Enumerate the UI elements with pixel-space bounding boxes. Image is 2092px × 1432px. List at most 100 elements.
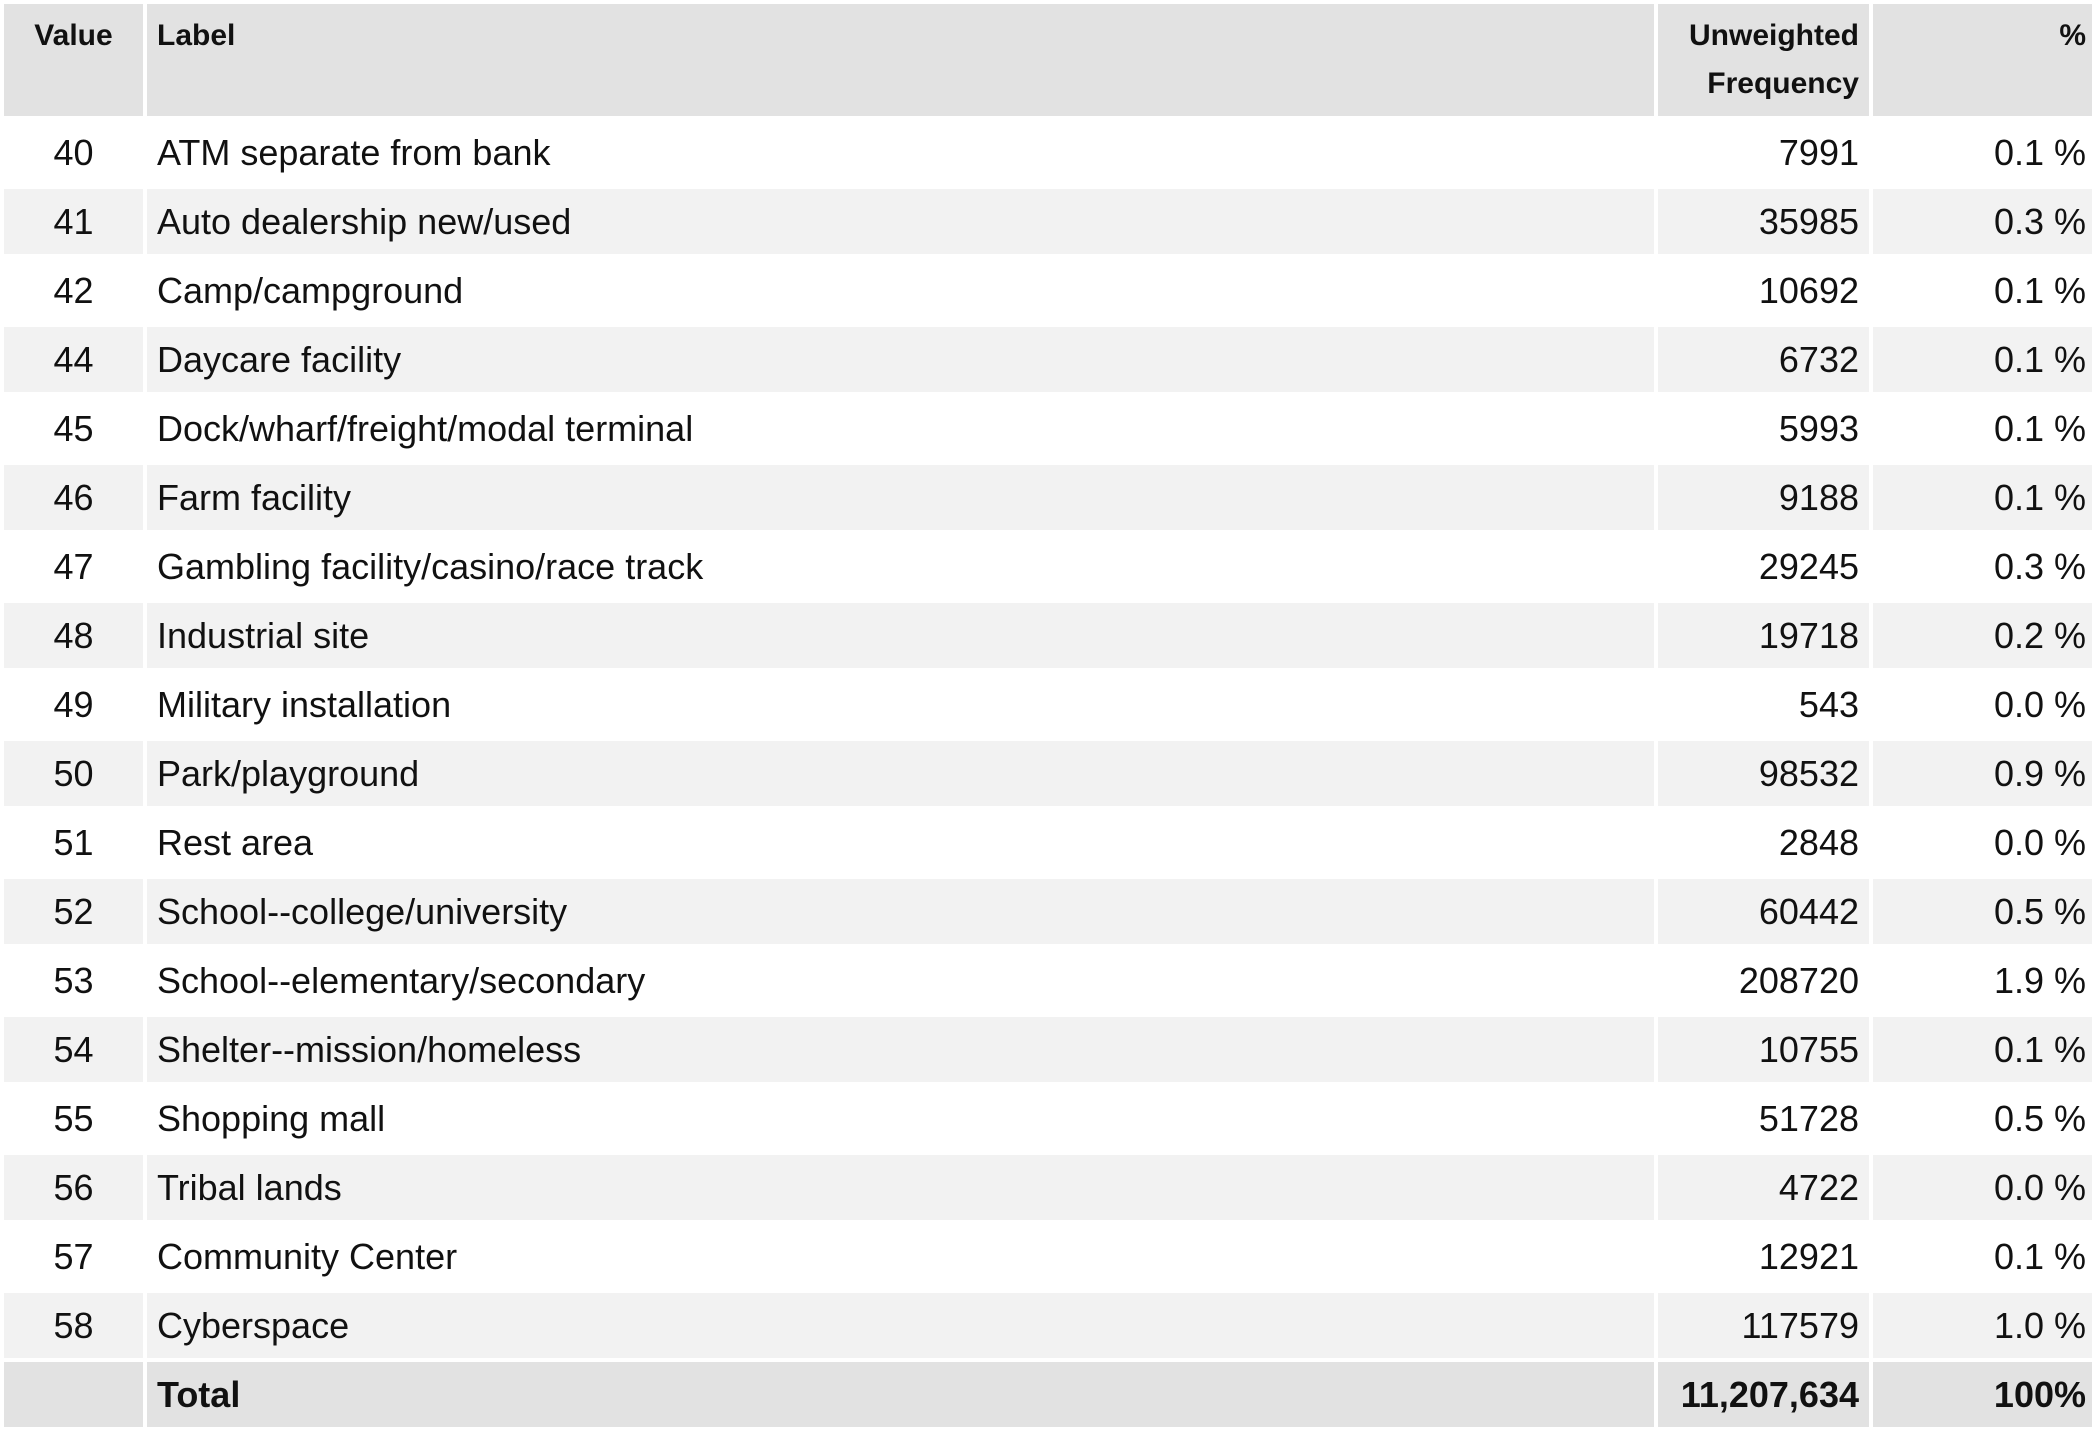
row-percent: 1.0 % <box>1873 1293 2092 1358</box>
row-percent: 0.0 % <box>1873 1155 2092 1220</box>
row-label: Camp/campground <box>147 258 1654 323</box>
row-label: Shelter--mission/homeless <box>147 1017 1654 1082</box>
row-percent: 0.9 % <box>1873 741 2092 806</box>
row-value: 40 <box>4 120 143 185</box>
row-percent: 0.1 % <box>1873 258 2092 323</box>
row-percent: 0.5 % <box>1873 1086 2092 1151</box>
row-frequency: 12921 <box>1658 1224 1869 1289</box>
table-row: 41 Auto dealership new/used 35985 0.3 % <box>4 189 2092 254</box>
header-percent: % <box>1873 4 2092 116</box>
table-row: 52 School--college/university 60442 0.5 % <box>4 879 2092 944</box>
table-footer: Total 11,207,634 100% <box>4 1362 2092 1427</box>
row-label: Tribal lands <box>147 1155 1654 1220</box>
row-value: 44 <box>4 327 143 392</box>
row-value: 56 <box>4 1155 143 1220</box>
table-row: 55 Shopping mall 51728 0.5 % <box>4 1086 2092 1151</box>
row-frequency: 60442 <box>1658 879 1869 944</box>
row-value: 47 <box>4 534 143 599</box>
table-row: 42 Camp/campground 10692 0.1 % <box>4 258 2092 323</box>
row-label: Dock/wharf/freight/modal terminal <box>147 396 1654 461</box>
table-row: 47 Gambling facility/casino/race track 292… <box>4 534 2092 599</box>
row-frequency: 4722 <box>1658 1155 1869 1220</box>
table-row: 40 ATM separate from bank 7991 0.1 % <box>4 120 2092 185</box>
row-value: 46 <box>4 465 143 530</box>
header-value: Value <box>4 4 143 116</box>
table-row: 51 Rest area 2848 0.0 % <box>4 810 2092 875</box>
row-label: Park/playground <box>147 741 1654 806</box>
row-value: 42 <box>4 258 143 323</box>
row-value: 45 <box>4 396 143 461</box>
row-value: 54 <box>4 1017 143 1082</box>
table-row: 50 Park/playground 98532 0.9 % <box>4 741 2092 806</box>
row-percent: 0.2 % <box>1873 603 2092 668</box>
table-row: 58 Cyberspace 117579 1.0 % <box>4 1293 2092 1358</box>
row-frequency: 19718 <box>1658 603 1869 668</box>
header-frequency-line1: Unweighted <box>1689 19 1859 52</box>
table-header: Value Label Unweighted Frequency % <box>4 4 2092 116</box>
table-row: 44 Daycare facility 6732 0.1 % <box>4 327 2092 392</box>
total-percent: 100% <box>1873 1362 2092 1427</box>
row-frequency: 35985 <box>1658 189 1869 254</box>
row-value: 57 <box>4 1224 143 1289</box>
row-label: Shopping mall <box>147 1086 1654 1151</box>
row-value: 55 <box>4 1086 143 1151</box>
row-value: 52 <box>4 879 143 944</box>
row-value: 53 <box>4 948 143 1013</box>
row-frequency: 2848 <box>1658 810 1869 875</box>
row-percent: 0.1 % <box>1873 1224 2092 1289</box>
header-frequency-line2: Frequency <box>1707 67 1859 100</box>
row-value: 41 <box>4 189 143 254</box>
table-row: 46 Farm facility 9188 0.1 % <box>4 465 2092 530</box>
header-label: Label <box>147 4 1654 116</box>
row-percent: 0.1 % <box>1873 327 2092 392</box>
row-frequency: 543 <box>1658 672 1869 737</box>
row-percent: 0.1 % <box>1873 120 2092 185</box>
row-frequency: 9188 <box>1658 465 1869 530</box>
row-frequency: 208720 <box>1658 948 1869 1013</box>
row-label: Daycare facility <box>147 327 1654 392</box>
table-row: 54 Shelter--mission/homeless 10755 0.1 % <box>4 1017 2092 1082</box>
row-frequency: 29245 <box>1658 534 1869 599</box>
row-percent: 0.1 % <box>1873 465 2092 530</box>
table-body: 40 ATM separate from bank 7991 0.1 % 41 Auto … <box>4 120 2092 1358</box>
table-row: 49 Military installation 543 0.0 % <box>4 672 2092 737</box>
row-frequency: 98532 <box>1658 741 1869 806</box>
row-label: ATM separate from bank <box>147 120 1654 185</box>
total-value <box>4 1362 143 1427</box>
row-label: School--elementary/secondary <box>147 948 1654 1013</box>
row-value: 50 <box>4 741 143 806</box>
row-value: 48 <box>4 603 143 668</box>
row-frequency: 10755 <box>1658 1017 1869 1082</box>
row-frequency: 10692 <box>1658 258 1869 323</box>
header-frequency: Unweighted Frequency <box>1658 4 1869 116</box>
row-percent: 0.0 % <box>1873 810 2092 875</box>
total-row: Total 11,207,634 100% <box>4 1362 2092 1427</box>
row-frequency: 117579 <box>1658 1293 1869 1358</box>
row-label: School--college/university <box>147 879 1654 944</box>
row-frequency: 7991 <box>1658 120 1869 185</box>
row-percent: 0.5 % <box>1873 879 2092 944</box>
header-row: Value Label Unweighted Frequency % <box>4 4 2092 116</box>
table-row: 57 Community Center 12921 0.1 % <box>4 1224 2092 1289</box>
row-label: Farm facility <box>147 465 1654 530</box>
row-percent: 0.1 % <box>1873 1017 2092 1082</box>
row-value: 58 <box>4 1293 143 1358</box>
row-value: 51 <box>4 810 143 875</box>
row-label: Gambling facility/casino/race track <box>147 534 1654 599</box>
row-label: Military installation <box>147 672 1654 737</box>
total-frequency: 11,207,634 <box>1658 1362 1869 1427</box>
table-row: 48 Industrial site 19718 0.2 % <box>4 603 2092 668</box>
row-frequency: 6732 <box>1658 327 1869 392</box>
table-row: 45 Dock/wharf/freight/modal terminal 5993 0… <box>4 396 2092 461</box>
row-frequency: 51728 <box>1658 1086 1869 1151</box>
row-label: Community Center <box>147 1224 1654 1289</box>
row-label: Auto dealership new/used <box>147 189 1654 254</box>
table-row: 56 Tribal lands 4722 0.0 % <box>4 1155 2092 1220</box>
row-percent: 0.0 % <box>1873 672 2092 737</box>
row-label: Industrial site <box>147 603 1654 668</box>
row-frequency: 5993 <box>1658 396 1869 461</box>
row-value: 49 <box>4 672 143 737</box>
row-label: Rest area <box>147 810 1654 875</box>
